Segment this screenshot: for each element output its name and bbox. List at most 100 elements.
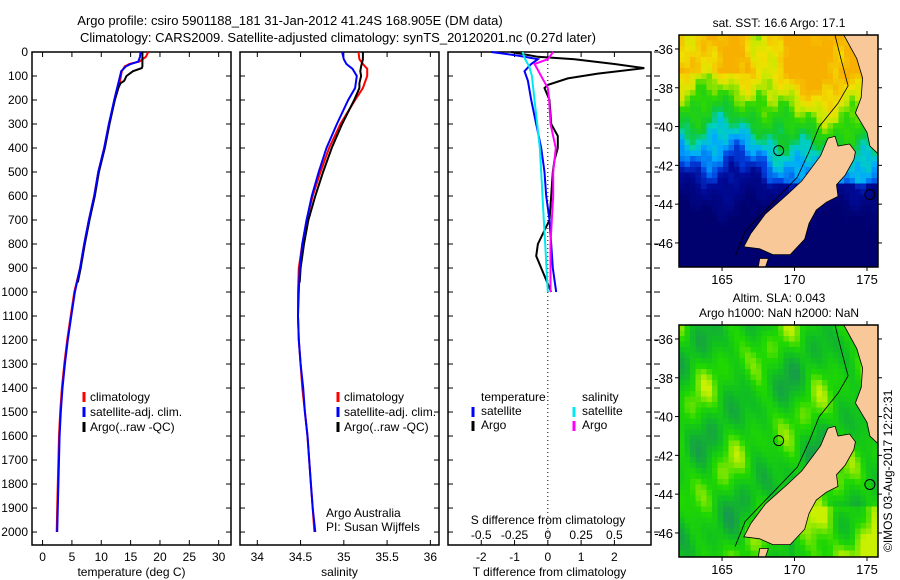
x-tick-label: 35 (337, 550, 351, 564)
sst-cell (684, 255, 691, 261)
sla-cell (723, 385, 729, 392)
sla-cell (816, 440, 823, 447)
sla-cell (778, 385, 784, 392)
sla-cell (833, 369, 839, 375)
sst-cell (866, 205, 872, 212)
sst-cell (794, 260, 801, 267)
sst-cell (811, 79, 817, 85)
series-line-s-argo (533, 51, 557, 292)
sst-cell (772, 134, 779, 140)
sla-cell (761, 369, 768, 375)
sla-cell (761, 451, 768, 458)
sla-cell (739, 440, 746, 447)
sla-cell (822, 391, 828, 397)
sla-cell (756, 358, 762, 364)
land-south-island (743, 135, 856, 256)
sst-cell (860, 189, 867, 195)
sst-cell (717, 145, 724, 151)
sst-cell (679, 84, 685, 91)
sst-cell (717, 189, 724, 195)
sst-cell (761, 134, 768, 140)
sla-cell (690, 413, 696, 419)
sst-cell (860, 134, 867, 140)
sla-cell (739, 457, 746, 463)
sla-cell (712, 512, 718, 518)
x-axis-label: salinity (321, 565, 358, 579)
sla-cell (811, 330, 817, 337)
sst-cell (734, 128, 740, 135)
sla-cell (822, 545, 828, 551)
sla-cell (789, 402, 795, 408)
sst-cell (866, 238, 872, 245)
sla-cell (827, 517, 834, 524)
sst-cell (701, 57, 707, 63)
sst-cell (778, 172, 784, 179)
sst-cell (871, 205, 878, 212)
sst-cell (690, 216, 696, 223)
sst-cell (811, 128, 817, 135)
sst-cell (860, 161, 867, 168)
sst-cell (866, 189, 872, 195)
sla-cell (717, 391, 724, 397)
sst-cell (827, 101, 834, 107)
sst-cell (783, 68, 790, 74)
sst-cell (728, 183, 735, 190)
sst-cell (684, 139, 691, 146)
sla-cell (728, 545, 735, 551)
sst-cell (690, 244, 696, 250)
sst-cell (684, 145, 691, 151)
sla-cell (794, 451, 801, 458)
sst-cell (789, 73, 795, 80)
sla-cell (827, 396, 834, 403)
lat-tick-label: -36 (654, 42, 673, 57)
sla-cell (822, 418, 828, 425)
sla-cell (679, 490, 685, 496)
sst-cell (805, 139, 812, 146)
sla-cell (717, 545, 724, 551)
sst-cell (761, 90, 768, 96)
sst-cell (849, 200, 856, 206)
sla-cell (712, 413, 718, 419)
sst-cell (794, 46, 801, 52)
sst-cell (838, 106, 845, 113)
sla-cell (745, 385, 751, 392)
s-tick-label: 0.25 (569, 528, 593, 542)
sst-cell (811, 216, 817, 223)
sst-cell (866, 145, 872, 151)
sla-cell (767, 545, 773, 551)
sla-cell (838, 495, 845, 502)
sla-cell (679, 336, 685, 342)
sla-cell (767, 352, 773, 359)
sst-cell (778, 189, 784, 195)
sla-cell (833, 341, 839, 348)
sst-cell (789, 123, 795, 129)
sst-cell (701, 167, 707, 173)
sla-cell (706, 468, 713, 474)
lat-tick-label: -42 (654, 158, 673, 173)
sla-cell (717, 429, 724, 436)
sst-cell (745, 233, 751, 239)
sla-cell (739, 468, 746, 474)
sla-cell (706, 479, 713, 485)
sla-cell (695, 391, 702, 397)
sst-cell (816, 128, 823, 135)
sla-cell (811, 413, 817, 419)
sst-cell (855, 123, 861, 129)
sla-cell (789, 550, 795, 557)
sst-cell (679, 101, 685, 107)
sla-cell (723, 336, 729, 342)
sst-cell (866, 167, 872, 173)
sst-cell (789, 57, 795, 63)
sla-cell (723, 468, 729, 474)
sla-cell (745, 484, 751, 491)
sla-cell (745, 435, 751, 441)
sst-cell (679, 183, 685, 190)
sla-cell (690, 534, 696, 540)
sst-cell (838, 222, 845, 228)
sst-cell (690, 194, 696, 201)
sla-cell (701, 396, 707, 403)
sst-cell (833, 244, 839, 250)
sst-cell (838, 73, 845, 80)
sst-cell (838, 238, 845, 245)
sst-cell (866, 161, 872, 168)
